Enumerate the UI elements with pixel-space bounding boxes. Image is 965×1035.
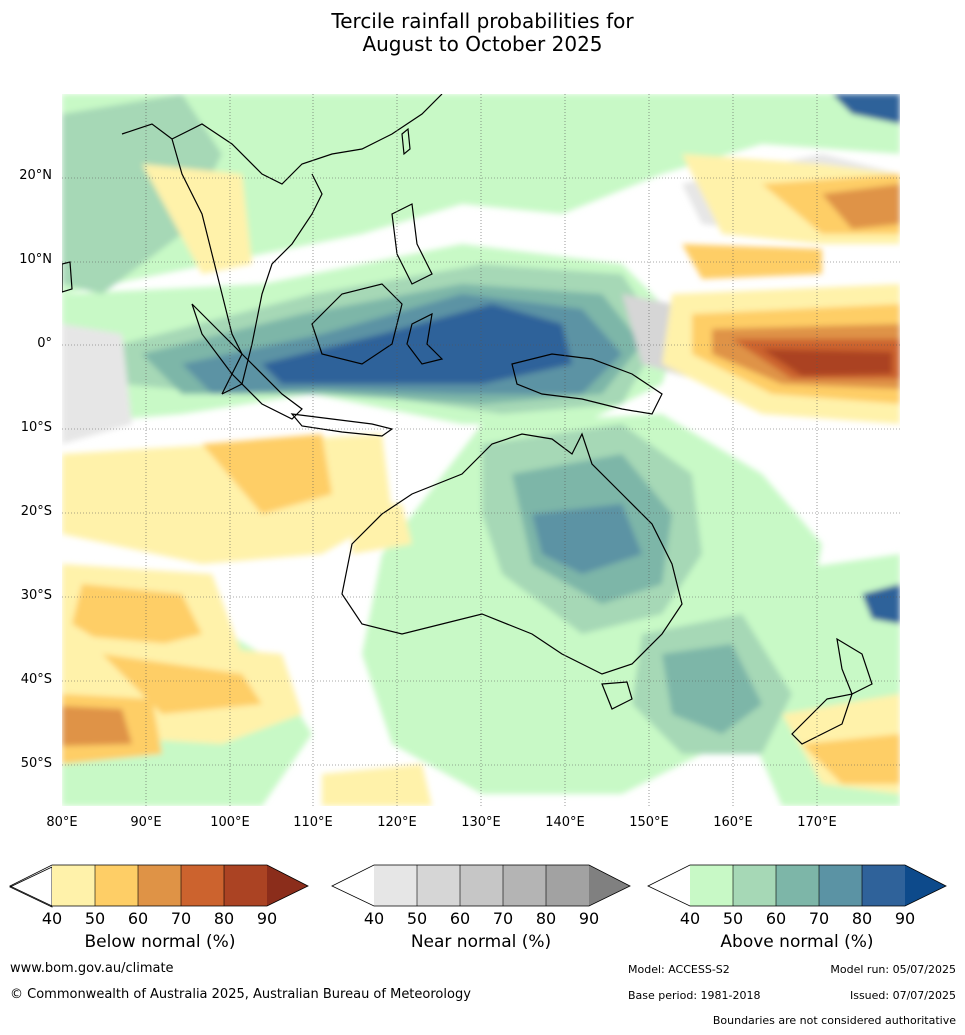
base-period: Base period: 1981-2018 [628, 989, 761, 1002]
colorbar-above-min-arrow [648, 865, 690, 906]
lon-label: 80°E [46, 815, 78, 830]
colorbar-tick: 90 [895, 909, 915, 928]
colorbar-below-swatch [52, 865, 95, 906]
lon-label: 110°E [293, 815, 333, 830]
copyright-text: © Commonwealth of Australia 2025, Austra… [10, 987, 471, 1002]
colorbar-tick: 80 [536, 909, 556, 928]
colorbar-above-swatch [819, 865, 862, 906]
colorbar-near-max-arrow [589, 865, 630, 906]
colorbar-below-swatch [224, 865, 267, 906]
colorbar-below-label: Below normal (%) [84, 932, 236, 952]
colorbar-above-label: Above normal (%) [720, 932, 874, 952]
colorbar-tick: 90 [257, 909, 277, 928]
boundaries-disclaimer: Boundaries are not considered authoritat… [712, 1014, 956, 1027]
coastlines [62, 94, 873, 745]
lon-label: 150°E [629, 815, 669, 830]
lon-label: 100°E [210, 815, 250, 830]
colorbar-near-label: Near normal (%) [410, 932, 552, 952]
colorbar-near-swatch [374, 865, 417, 906]
lon-label: 130°E [461, 815, 501, 830]
colorbar-tick: 70 [171, 909, 191, 928]
rainfall-probability-map [62, 94, 900, 806]
colorbar-below-max-arrow [267, 865, 308, 906]
colorbar-near-swatch [503, 865, 546, 906]
probability-field [62, 94, 900, 806]
colorbar-tick: 80 [852, 909, 872, 928]
lat-label: 50°S [20, 756, 52, 771]
colorbar-tick: 60 [450, 909, 470, 928]
title-line-2: August to October 2025 [362, 32, 603, 56]
colorbar-tick: 40 [42, 909, 62, 928]
lon-label: 160°E [713, 815, 753, 830]
map-title: Tercile rainfall probabilities for Augus… [0, 10, 965, 56]
issued-date: Issued: 07/07/2025 [849, 989, 956, 1002]
lon-label: 120°E [377, 815, 417, 830]
colorbar-tick: 60 [128, 909, 148, 928]
colorbar-tick: 50 [407, 909, 427, 928]
colorbar-below-swatch [138, 865, 181, 906]
colorbar-below-swatch [95, 865, 138, 906]
colorbar-below-swatch [181, 865, 224, 906]
colorbar-near-min-arrow [332, 865, 374, 906]
colorbar-above-swatch [862, 865, 905, 906]
colorbar-above-max-arrow [905, 865, 946, 906]
model-name: Model: ACCESS-S2 [628, 963, 730, 976]
model-run-date: Model run: 05/07/2025 [830, 963, 956, 976]
colorbar-tick: 70 [493, 909, 513, 928]
colorbar-below-min-arrow [9, 866, 53, 908]
colorbar-tick: 60 [766, 909, 786, 928]
lat-label: 0° [37, 336, 52, 351]
colorbars: 40 50 60 70 80 90 40 50 60 70 80 90 40 5… [9, 864, 947, 928]
map-canvas [62, 94, 900, 806]
colorbar-tick: 50 [723, 909, 743, 928]
colorbar-tick: 40 [364, 909, 384, 928]
colorbar-near-swatch [417, 865, 460, 906]
website-link[interactable]: www.bom.gov.au/climate [10, 961, 174, 976]
colorbar-near-swatch [460, 865, 503, 906]
lat-label: 10°N [19, 252, 52, 267]
lat-label: 20°S [20, 504, 52, 519]
colorbar-near-normal [331, 864, 631, 907]
lat-label: 30°S [20, 588, 52, 603]
title-line-1: Tercile rainfall probabilities for [331, 9, 634, 33]
colorbar-above-swatch [776, 865, 819, 906]
lat-label: 40°S [20, 672, 52, 687]
colorbar-tick: 50 [85, 909, 105, 928]
lon-label: 140°E [545, 815, 585, 830]
lon-label: 90°E [130, 815, 162, 830]
colorbar-tick: 80 [214, 909, 234, 928]
colorbar-tick: 90 [579, 909, 599, 928]
colorbar-tick: 70 [809, 909, 829, 928]
colorbar-tick: 40 [680, 909, 700, 928]
colorbar-above-normal [647, 864, 947, 907]
colorbar-near-swatch [546, 865, 589, 906]
lat-label: 20°N [19, 168, 52, 183]
colorbar-above-swatch [733, 865, 776, 906]
colorbar-above-swatch [690, 865, 733, 906]
lat-label: 10°S [20, 420, 52, 435]
colorbar-below-normal [9, 864, 309, 908]
lon-label: 170°E [797, 815, 837, 830]
